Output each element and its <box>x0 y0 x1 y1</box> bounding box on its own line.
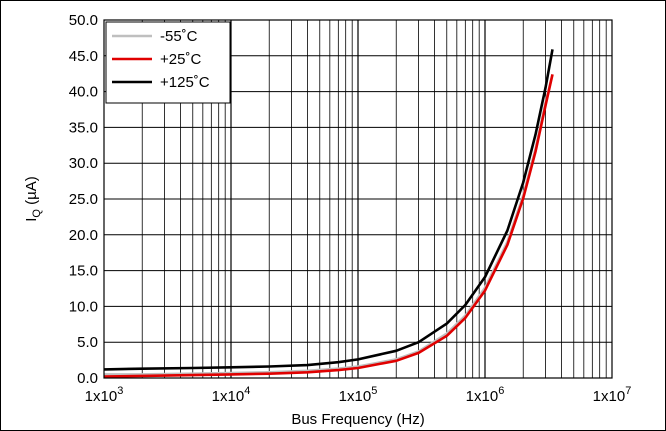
y-tick-label: 10.0 <box>69 298 98 315</box>
x-tick-label: 1x107 <box>593 385 632 405</box>
y-tick-label: 40.0 <box>69 84 98 101</box>
y-axis-label-sub: Q <box>31 209 43 218</box>
series-layer <box>103 49 554 378</box>
y-tick-label: 20.0 <box>69 227 98 244</box>
y-tick-label: 50.0 <box>69 12 98 29</box>
legend-label: +25˚C <box>160 51 201 68</box>
legend-label: -55˚C <box>160 28 198 45</box>
y-tick-label: 15.0 <box>69 263 98 280</box>
y-tick-label: 30.0 <box>69 155 98 172</box>
x-tick-exponent: 5 <box>371 385 377 397</box>
x-tick-label: 1x103 <box>85 385 124 405</box>
x-tick-labels: 1x103 1x104 1x105 1x106 1x107 <box>85 385 632 405</box>
x-tick-exponent: 6 <box>498 385 504 397</box>
y-tick-label: 35.0 <box>69 119 98 136</box>
y-axis-label: IQ (µA) <box>23 176 43 222</box>
series-line-2 <box>103 49 554 371</box>
plot-border <box>103 19 613 379</box>
x-tick-mantissa: 1x10 <box>466 388 499 405</box>
y-tick-labels: 0.0 5.0 10.0 15.0 20.0 25.0 30.0 35.0 40.0 45.0 50… <box>69 12 98 387</box>
y-tick-label: 5.0 <box>77 334 98 351</box>
x-tick-mantissa: 1x10 <box>212 388 245 405</box>
x-tick-mantissa: 1x10 <box>593 388 626 405</box>
x-tick-mantissa: 1x10 <box>339 388 372 405</box>
y-tick-label: 25.0 <box>69 191 98 208</box>
y-axis-label-unit: (µA) <box>23 176 40 209</box>
x-tick-label: 1x104 <box>212 385 251 405</box>
series-line-1 <box>103 74 554 378</box>
y-tick-label: 45.0 <box>69 48 98 65</box>
legend-label: +125˚C <box>160 74 210 91</box>
legend: -55˚C +25˚C +125˚C <box>105 21 231 104</box>
x-tick-mantissa: 1x10 <box>85 388 118 405</box>
x-tick-label: 1x105 <box>339 385 378 405</box>
x-tick-label: 1x106 <box>466 385 505 405</box>
y-tick-label: 0.0 <box>77 370 98 387</box>
x-axis-label: Bus Frequency (Hz) <box>291 411 424 428</box>
y-axis-label-main: I <box>23 218 40 222</box>
x-tick-exponent: 4 <box>244 385 250 397</box>
x-tick-exponent: 3 <box>117 385 123 397</box>
x-tick-exponent: 7 <box>625 385 631 397</box>
